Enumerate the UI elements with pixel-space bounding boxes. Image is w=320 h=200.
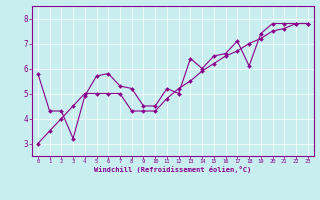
X-axis label: Windchill (Refroidissement éolien,°C): Windchill (Refroidissement éolien,°C) bbox=[94, 166, 252, 173]
